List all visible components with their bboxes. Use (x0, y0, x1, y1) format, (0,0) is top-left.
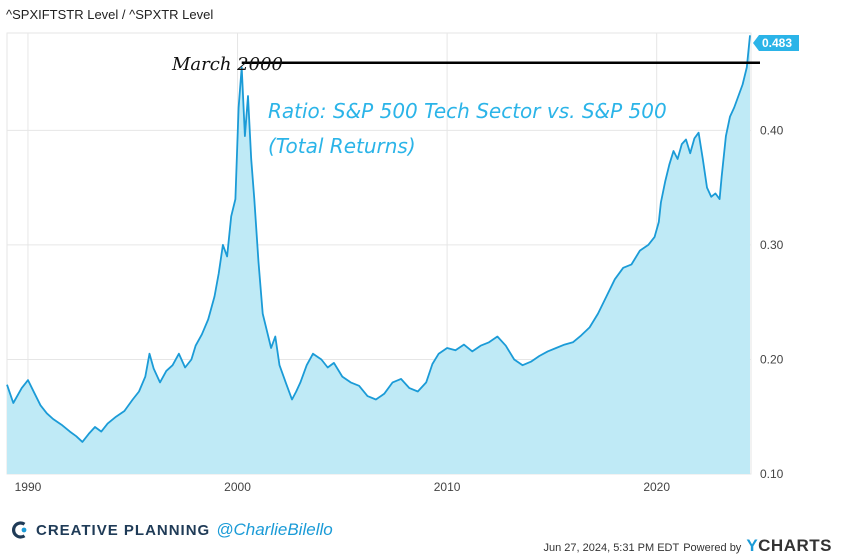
creative-planning-logo-icon (11, 521, 27, 539)
series-label: ^SPXIFTSTR Level / ^SPXTR Level (6, 7, 214, 22)
author-handle[interactable]: @CharlieBilello (216, 520, 333, 539)
y-axis-ticks: 0.10 0.20 0.30 0.40 (760, 123, 784, 481)
y-tick-label-0.40: 0.40 (760, 123, 784, 137)
y-tick-label-0.30: 0.30 (760, 238, 784, 252)
footer-source: Jun 27, 2024, 5:31 PM EDT Powered by YCH… (543, 536, 832, 556)
series-line (6, 35, 751, 443)
chart-title: Ratio: S&P 500 Tech Sector vs. S&P 500 (268, 99, 667, 123)
x-tick-label-2010: 2010 (434, 480, 461, 494)
brand-name: CREATIVE PLANNING (36, 521, 211, 539)
powered-by-label: Powered by (683, 542, 742, 554)
last-value-badge: 0.483 (753, 35, 799, 51)
ycharts-logo-initial: Y (746, 536, 759, 555)
series-area-fill (7, 35, 750, 475)
ycharts-logo[interactable]: YCHARTS (746, 536, 832, 556)
last-value-badge-bg (753, 35, 799, 51)
chart-subtitle: (Total Returns) (268, 134, 416, 158)
y-tick-label-0.20: 0.20 (760, 352, 784, 366)
x-tick-label-2000: 2000 (224, 480, 251, 494)
x-axis-ticks: 1990 2000 2010 2020 (15, 480, 671, 494)
timestamp: Jun 27, 2024, 5:31 PM EDT (543, 542, 680, 554)
x-tick-label-2020: 2020 (643, 480, 670, 494)
x-tick-label-1990: 1990 (15, 480, 42, 494)
ycharts-logo-rest: CHARTS (758, 536, 832, 555)
last-value-label: 0.483 (762, 36, 792, 50)
footer-branding: CREATIVE PLANNING @CharlieBilello (10, 520, 333, 540)
annotation-march-2000: March 2000 (171, 54, 283, 75)
y-tick-label-0.10: 0.10 (760, 467, 784, 481)
